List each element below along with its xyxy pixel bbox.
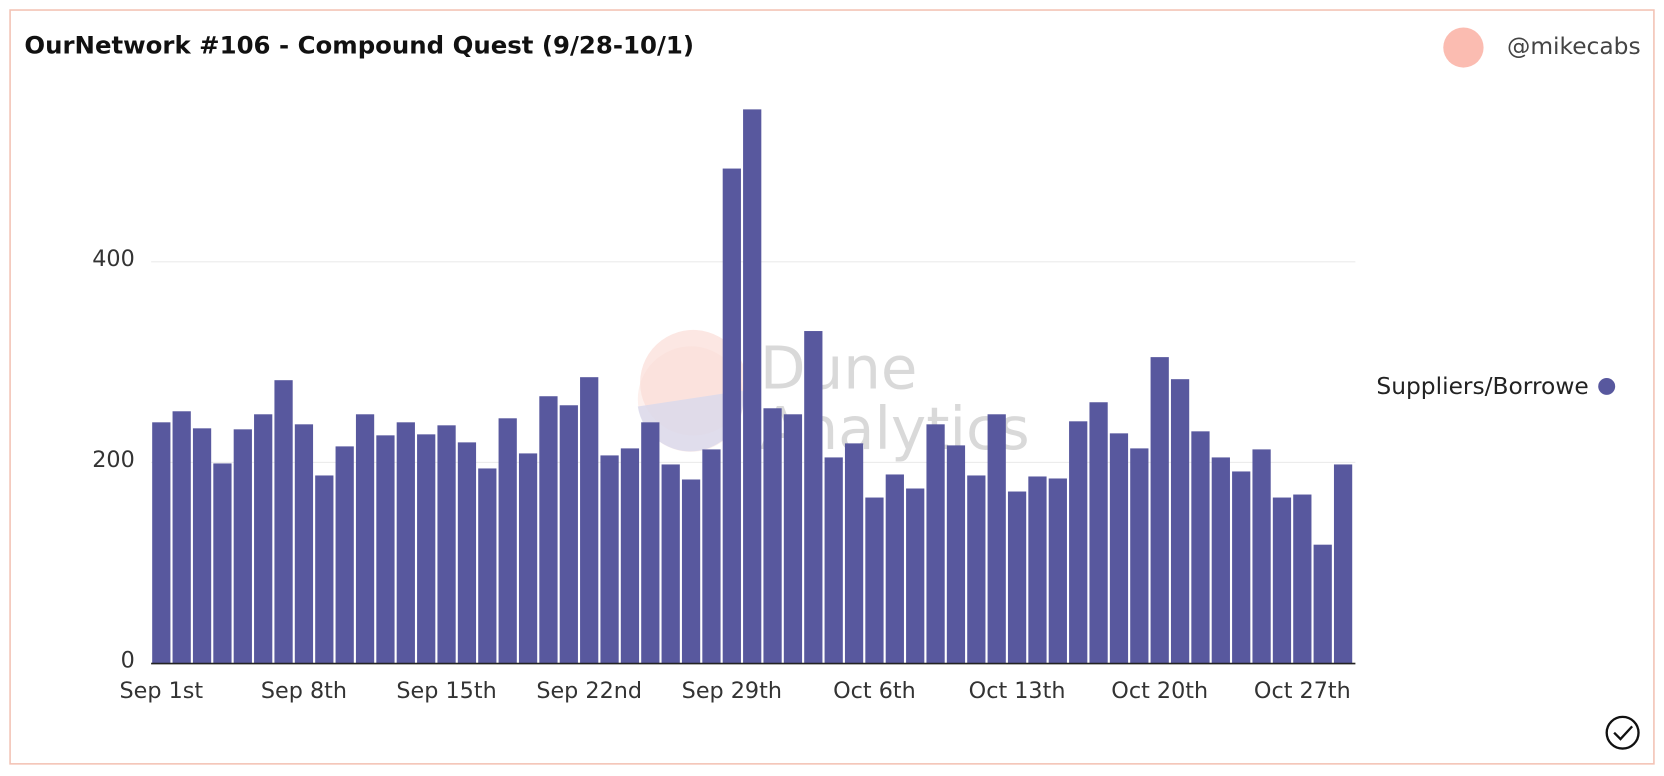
bar	[233, 429, 252, 664]
bar	[437, 425, 456, 664]
check-mark[interactable]	[1613, 725, 1634, 741]
bar	[824, 457, 843, 664]
avatar	[1443, 27, 1484, 68]
bar	[804, 331, 823, 664]
bar	[315, 475, 334, 664]
bar	[1150, 357, 1169, 664]
bar	[1333, 464, 1353, 664]
bar	[152, 422, 171, 664]
x-tick-label: Oct 13th	[969, 678, 1066, 704]
bar	[376, 435, 395, 664]
watermark-logo	[640, 329, 743, 436]
chart-title: OurNetwork #106 - Compound Quest (9/28-1…	[24, 30, 694, 59]
x-tick-label: Sep 29th	[682, 678, 782, 704]
bar	[1007, 491, 1027, 664]
bar	[1293, 494, 1312, 664]
y-tick-label: 0	[121, 647, 135, 673]
x-tick-label: Oct 6th	[833, 678, 916, 704]
bar	[1313, 544, 1332, 664]
bar	[355, 414, 375, 664]
bar	[844, 443, 864, 664]
x-tick-label: Sep 1st	[120, 678, 204, 704]
x-tick-label: Sep 8th	[261, 678, 347, 704]
legend-swatch	[1598, 377, 1616, 395]
bar	[987, 414, 1006, 664]
bar	[1211, 457, 1230, 664]
bar	[213, 463, 232, 664]
bar	[1109, 433, 1129, 664]
bar	[641, 422, 660, 664]
bar	[172, 411, 191, 664]
bar	[1069, 421, 1088, 664]
x-tick-label: Sep 15th	[396, 678, 496, 704]
bar	[478, 468, 497, 664]
bar	[661, 464, 680, 664]
x-tick-label: Oct 27th	[1254, 678, 1351, 704]
bar	[783, 414, 803, 664]
bar	[702, 449, 721, 664]
bar	[254, 414, 273, 664]
check-icon[interactable]	[1605, 715, 1640, 750]
check-circle[interactable]	[1605, 715, 1640, 750]
bar	[681, 479, 701, 664]
bar	[457, 442, 477, 664]
bar	[763, 408, 782, 664]
watermark-logo	[637, 346, 744, 452]
bar	[967, 475, 986, 664]
bar	[1048, 478, 1067, 664]
watermark-logo	[637, 390, 744, 452]
y-tick-label: 400	[92, 246, 135, 272]
y-tick-label: 200	[92, 447, 135, 473]
bar	[396, 422, 415, 664]
bar	[865, 497, 884, 664]
bar	[559, 405, 578, 664]
bar	[1232, 471, 1251, 664]
bar	[274, 380, 293, 664]
bar	[580, 377, 599, 664]
bar	[1130, 448, 1149, 664]
bar	[1191, 431, 1210, 664]
author: @mikecabs	[1507, 33, 1641, 60]
bar	[946, 445, 966, 664]
legend-label: Suppliers/Borrowers	[1376, 373, 1610, 400]
bar	[1252, 449, 1271, 664]
x-tick-label: Sep 22nd	[536, 678, 642, 704]
bar	[417, 434, 436, 664]
bar	[906, 488, 925, 664]
bar	[1028, 476, 1047, 664]
bar	[518, 453, 538, 664]
bar	[1272, 497, 1292, 664]
bar	[539, 396, 558, 664]
watermark-text: Dune	[760, 334, 918, 403]
bar	[335, 446, 354, 664]
bar	[722, 168, 741, 664]
x-tick-label: Oct 20th	[1111, 678, 1208, 704]
bar	[885, 474, 904, 664]
bar	[294, 424, 314, 664]
bar	[1170, 379, 1190, 664]
bar	[498, 418, 517, 664]
bar	[600, 455, 619, 664]
bar	[743, 109, 762, 664]
bar	[192, 428, 212, 664]
bar	[926, 424, 945, 664]
watermark: Dune Analytics	[637, 329, 1030, 463]
bar	[1089, 402, 1108, 664]
bar	[620, 448, 640, 664]
